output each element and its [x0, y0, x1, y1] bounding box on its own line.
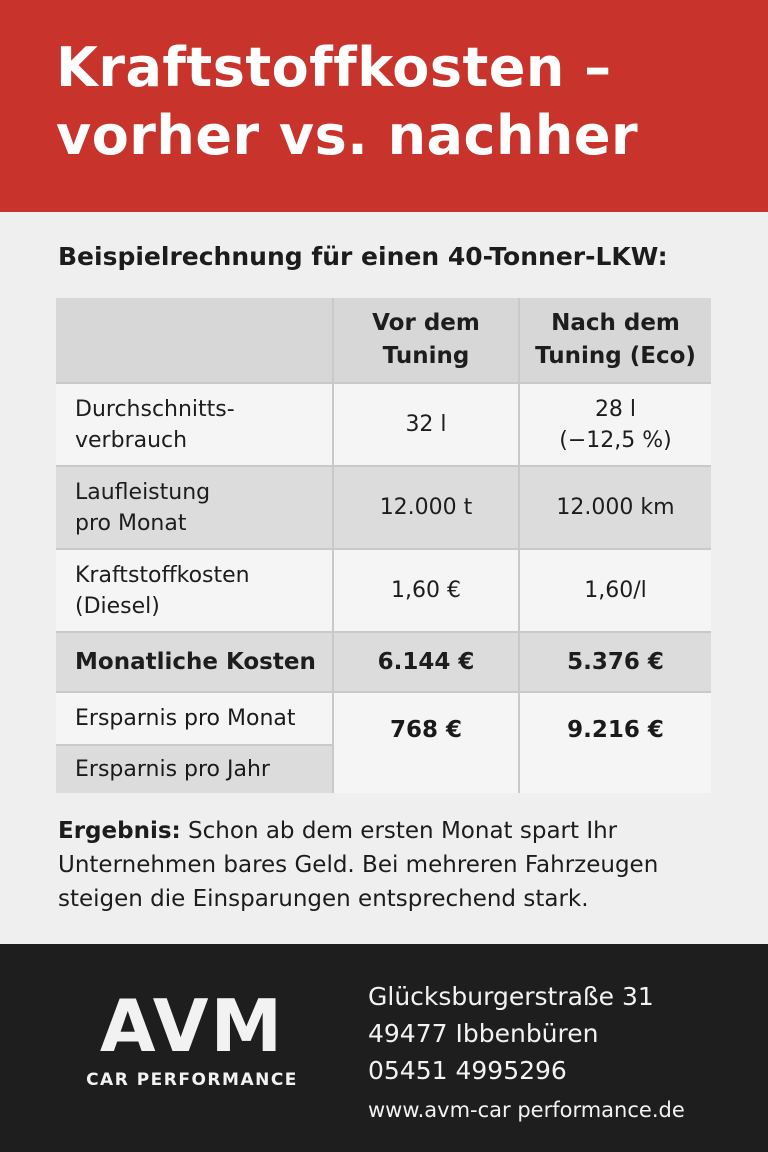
table-row-fuel-cost: Kraftstoffkosten (Diesel) 1,60 € 1,60/l: [56, 548, 711, 631]
savings-labels: Ersparnis pro Monat Ersparnis pro Jahr: [56, 693, 332, 793]
table-row-consumption: Durchschnitts- verbrauch 32 l 28 l (−12,…: [56, 382, 711, 465]
title-line-1: Kraftstoffkosten –: [56, 36, 612, 99]
value-before: 12.000 t: [332, 467, 518, 548]
page-title: Kraftstoffkosten – vorher vs. nachher: [56, 34, 712, 170]
value-before: 6.144 €: [332, 633, 518, 691]
result-label: Ergebnis:: [58, 818, 181, 844]
row-label-line1: Kraftstoffkosten: [75, 562, 250, 588]
value-after: 12.000 km: [518, 467, 711, 548]
table-row-mileage: Laufleistung pro Monat 12.000 t 12.000 k…: [56, 465, 711, 548]
row-label-line2: verbrauch: [75, 427, 188, 453]
row-label: Durchschnitts- verbrauch: [56, 384, 332, 465]
savings-year-label: Ersparnis pro Jahr: [56, 746, 332, 793]
value-before: 32 l: [332, 384, 518, 465]
row-label-line1: Durchschnitts-: [75, 396, 235, 422]
company-logo: AVM CAR PERFORMANCE: [74, 990, 310, 1090]
row-label-line1: Laufleistung: [75, 479, 211, 505]
table-row-monthly-cost: Monatliche Kosten 6.144 € 5.376 €: [56, 631, 711, 691]
value-after: 1,60/l: [518, 550, 711, 631]
savings-value-month: 768 €: [332, 693, 518, 793]
phone-number: 05451 4995296: [368, 1056, 567, 1085]
table-header-row: Vor dem Tuning Nach dem Tuning (Eco): [56, 298, 711, 382]
header-after-line2: Tuning (Eco): [535, 343, 696, 369]
website-link[interactable]: www.avm-car performance.de: [368, 1098, 685, 1122]
value-after-line2: (−12,5 %): [559, 427, 672, 453]
table-row-savings: Ersparnis pro Monat Ersparnis pro Jahr 7…: [56, 691, 711, 793]
row-label: Laufleistung pro Monat: [56, 467, 332, 548]
row-label-line2: pro Monat: [75, 510, 187, 536]
header-before-line1: Vor dem: [372, 310, 480, 336]
logo-wordmark: AVM: [99, 984, 285, 1068]
header-before-tuning: Vor dem Tuning: [332, 298, 518, 382]
value-before: 1,60 €: [332, 550, 518, 631]
table-caption: Beispielrechnung für einen 40-Tonner-LKW…: [58, 242, 668, 271]
header-empty-cell: [56, 298, 332, 382]
header-after-line1: Nach dem: [551, 310, 680, 336]
row-label: Monatliche Kosten: [75, 648, 316, 675]
header-banner: Kraftstoffkosten – vorher vs. nachher: [0, 0, 768, 212]
row-label-line2: (Diesel): [75, 593, 160, 619]
contact-block: Glücksburgerstraße 31 49477 Ibbenbüren 0…: [368, 978, 758, 1127]
value-after: 5.376 €: [518, 633, 711, 691]
savings-value-year: 9.216 €: [518, 693, 711, 793]
result-text: Schon ab dem ersten Monat spart Ihr Unte…: [58, 818, 659, 912]
logo-tagline: CAR PERFORMANCE: [86, 1070, 298, 1090]
header-before-line2: Tuning: [382, 343, 470, 369]
address-street: Glücksburgerstraße 31: [368, 982, 654, 1011]
cost-comparison-table: Vor dem Tuning Nach dem Tuning (Eco) Dur…: [56, 298, 711, 793]
footer: AVM CAR PERFORMANCE Glücksburgerstraße 3…: [0, 944, 768, 1152]
value-after: 28 l (−12,5 %): [518, 384, 711, 465]
row-label: Kraftstoffkosten (Diesel): [56, 550, 332, 631]
header-after-tuning: Nach dem Tuning (Eco): [518, 298, 711, 382]
value-after-line1: 28 l: [594, 396, 637, 422]
savings-month-label: Ersparnis pro Monat: [56, 693, 332, 746]
address-city: 49477 Ibbenbüren: [368, 1019, 599, 1048]
result-paragraph: Ergebnis: Schon ab dem ersten Monat spar…: [58, 814, 728, 916]
title-line-2: vorher vs. nachher: [56, 104, 639, 167]
